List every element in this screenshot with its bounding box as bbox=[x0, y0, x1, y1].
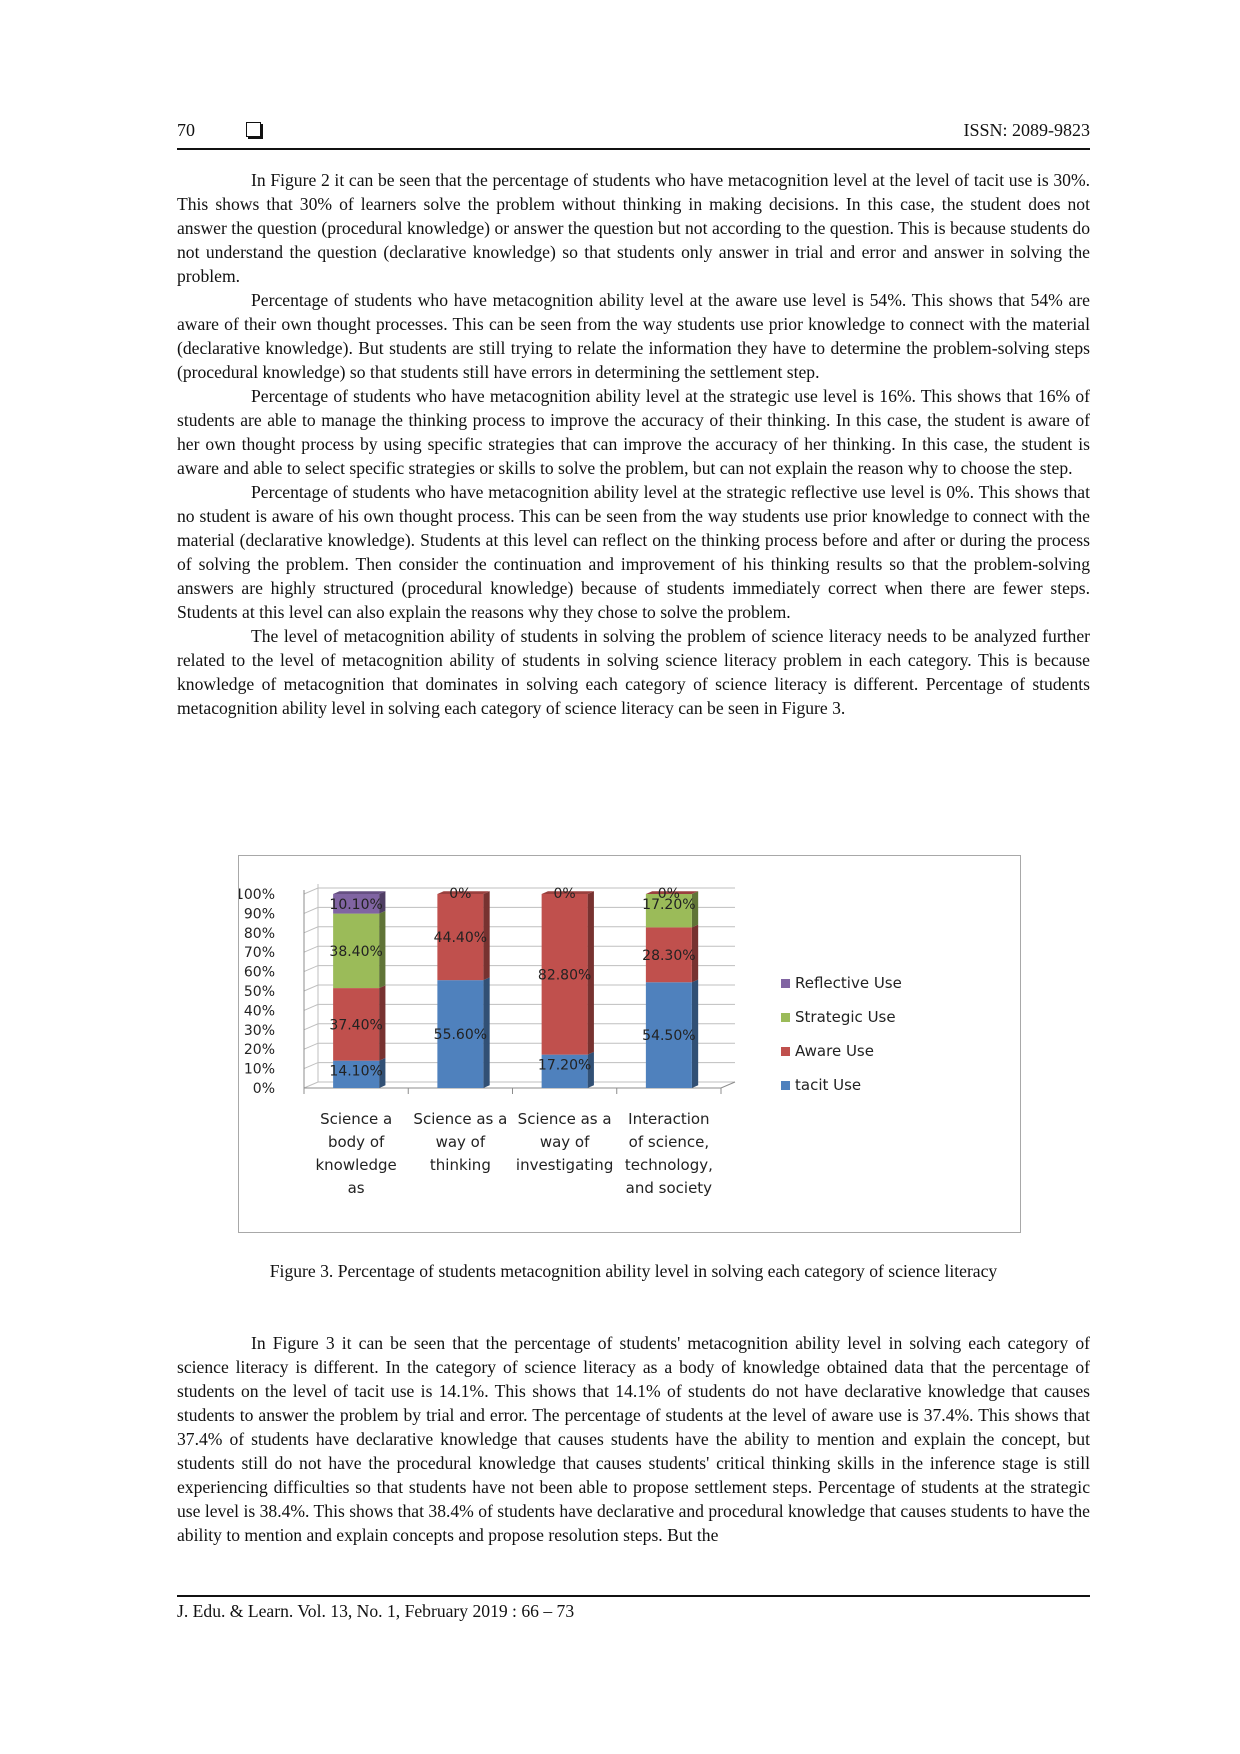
legend-swatch bbox=[781, 1047, 790, 1056]
bar-segment-side bbox=[691, 924, 699, 983]
legend-label: Reflective Use bbox=[795, 974, 902, 992]
bar-segment-side bbox=[379, 910, 386, 989]
data-label: 37.40% bbox=[329, 1017, 382, 1033]
legend-swatch bbox=[781, 1013, 790, 1022]
legend-swatch bbox=[781, 979, 790, 988]
y-tick-label: 0% bbox=[253, 1081, 275, 1097]
data-label: 17.20% bbox=[538, 1058, 591, 1074]
paragraph: The level of metacognition ability of st… bbox=[177, 626, 1090, 718]
citation: J. Edu. & Learn. Vol. 13, No. 1, Februar… bbox=[177, 1601, 575, 1621]
bar-segment bbox=[333, 1060, 380, 1088]
bar-segment bbox=[541, 1054, 588, 1088]
bar-top bbox=[333, 891, 386, 894]
bar-top bbox=[437, 891, 490, 894]
paragraph: Percentage of students who have metacogn… bbox=[177, 386, 1090, 478]
category-label: knowledge bbox=[315, 1156, 396, 1174]
paragraph: Percentage of students who have metacogn… bbox=[177, 482, 1090, 622]
legend-label: tacit Use bbox=[795, 1076, 861, 1094]
bar-segment bbox=[437, 980, 484, 1088]
legend-swatch bbox=[781, 1081, 790, 1090]
y-tick-label: 70% bbox=[244, 945, 275, 961]
category-label: Interaction bbox=[628, 1110, 709, 1128]
bar-segment bbox=[333, 913, 380, 989]
data-label: 0% bbox=[554, 886, 576, 902]
data-label: 82.80% bbox=[538, 967, 591, 983]
category-label: thinking bbox=[430, 1156, 491, 1174]
category-label: technology, bbox=[625, 1156, 713, 1174]
data-label: 0% bbox=[449, 886, 471, 902]
paragraph: In Figure 3 it can be seen that the perc… bbox=[177, 1333, 1090, 1545]
figure-caption: Figure 3. Percentage of students metacog… bbox=[269, 1261, 998, 1281]
y-tick-label: 40% bbox=[244, 1003, 275, 1019]
y-tick-label: 90% bbox=[244, 906, 275, 922]
bar-segment-side bbox=[379, 891, 386, 914]
page-header: 70 ISSN: 2089-9823 bbox=[177, 118, 1090, 150]
y-tick-label: 50% bbox=[244, 984, 275, 1000]
category-label: of science, bbox=[629, 1133, 709, 1151]
figure-3-chart-frame: 0% 10% 20% 30% 40% 50% 60% 70% 80% 90% 100% 14.10% 3… bbox=[238, 855, 1021, 1233]
box-icon bbox=[246, 122, 261, 137]
y-tick-label: 10% bbox=[244, 1062, 275, 1078]
bar-segment bbox=[645, 894, 692, 928]
data-label: 28.30% bbox=[642, 948, 695, 964]
paragraph: In Figure 2 it can be seen that the perc… bbox=[177, 170, 1090, 286]
data-label: 54.50% bbox=[642, 1028, 695, 1044]
stacked-bar-chart: 0% 10% 20% 30% 40% 50% 60% 70% 80% 90% 100% 14.10% 3… bbox=[239, 884, 902, 1197]
bar-segment-side bbox=[691, 979, 699, 1088]
category-label: investigating bbox=[516, 1156, 613, 1174]
y-tick-label: 80% bbox=[244, 926, 275, 942]
data-label: 10.10% bbox=[329, 897, 382, 913]
y-tick-label: 20% bbox=[244, 1042, 275, 1058]
body-text-top: In Figure 2 it can be seen that the perc… bbox=[177, 168, 1090, 720]
data-label: 14.10% bbox=[329, 1064, 382, 1080]
data-label: 44.40% bbox=[434, 930, 487, 946]
page-footer: J. Edu. & Learn. Vol. 13, No. 1, Februar… bbox=[177, 1595, 1090, 1622]
data-label: 0% bbox=[658, 886, 680, 902]
bar-segment bbox=[645, 927, 692, 983]
bar-segment-side bbox=[691, 891, 699, 928]
issn-label: ISSN: 2089-9823 bbox=[963, 120, 1090, 140]
category-label: way of bbox=[436, 1133, 486, 1151]
bar-segment bbox=[541, 894, 588, 1055]
bar-segment-side bbox=[587, 891, 594, 1055]
page-number: 70 bbox=[177, 120, 195, 140]
bar-segment-side bbox=[379, 1057, 386, 1088]
paragraph: Percentage of students who have metacogn… bbox=[177, 290, 1090, 382]
bar-segment bbox=[333, 988, 380, 1061]
y-tick-label: 100% bbox=[239, 887, 275, 903]
bar-segment-side bbox=[483, 977, 490, 1088]
category-label: as bbox=[348, 1179, 365, 1197]
y-tick-label: 30% bbox=[244, 1023, 275, 1039]
bar-top bbox=[541, 891, 594, 894]
bar-segment-side bbox=[483, 891, 490, 981]
data-label: 55.60% bbox=[434, 1027, 487, 1043]
legend-label: Aware Use bbox=[795, 1042, 874, 1060]
data-label: 38.40% bbox=[329, 944, 382, 960]
bar-segment bbox=[333, 894, 380, 914]
category-label: Science a bbox=[320, 1110, 392, 1128]
bar-segment-side bbox=[379, 985, 386, 1061]
legend-label: Strategic Use bbox=[795, 1008, 896, 1026]
bar-segment bbox=[437, 894, 484, 981]
category-label: Science as a bbox=[413, 1110, 507, 1128]
data-label: 17.20% bbox=[642, 897, 695, 913]
category-label: body of bbox=[328, 1133, 385, 1151]
y-tick-label: 60% bbox=[244, 965, 275, 981]
bar-segment-side bbox=[587, 1051, 594, 1088]
bar-segment bbox=[645, 982, 692, 1088]
category-label: and society bbox=[626, 1179, 713, 1197]
category-label: way of bbox=[540, 1133, 590, 1151]
bar-top bbox=[645, 891, 699, 894]
category-label: Science as a bbox=[518, 1110, 612, 1128]
body-text-bottom: In Figure 3 it can be seen that the perc… bbox=[177, 1331, 1090, 1547]
